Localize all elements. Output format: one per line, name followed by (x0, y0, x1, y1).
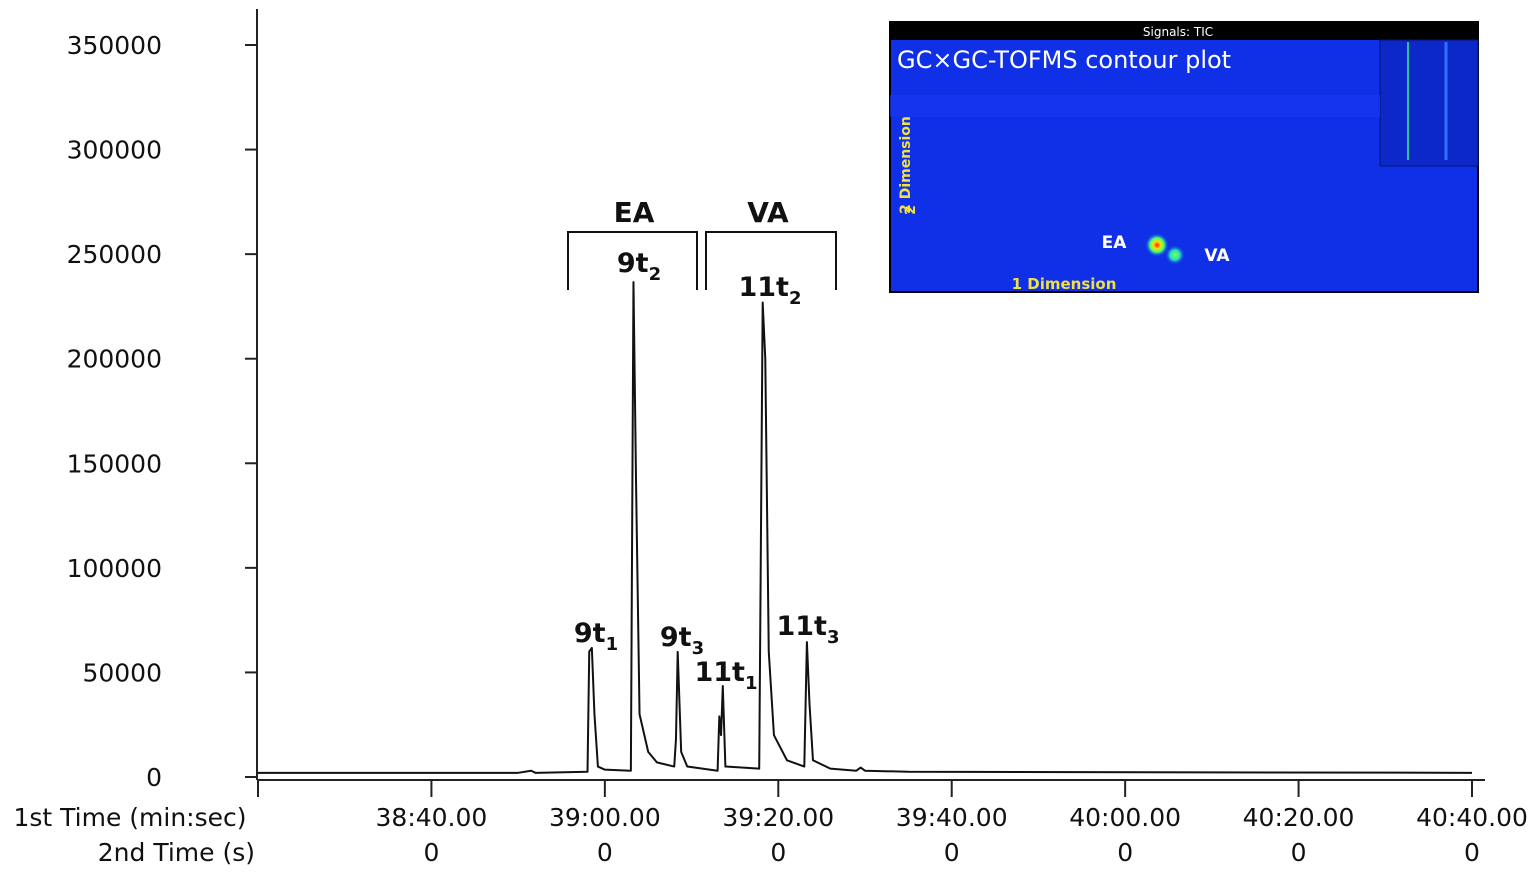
y-tick-label: 150000 (67, 449, 162, 478)
inset-title: GC×GC-TOFMS contour plot (897, 46, 1231, 74)
x2-tick-label: 0 (597, 838, 613, 867)
peak-label-text: 9t (660, 622, 692, 653)
trace (258, 281, 1473, 774)
inset-header-bar (890, 22, 1478, 40)
peak-label-text: 11t (776, 611, 827, 642)
x-tick-label: 40:20.00 (1243, 803, 1355, 832)
x2-tick-label: 0 (1117, 838, 1133, 867)
group-label: EA (614, 196, 655, 229)
peak-label-subscript: 2 (789, 288, 802, 309)
bracket-va (705, 231, 837, 290)
x-tick-label: 39:20.00 (722, 803, 834, 832)
group-label: VA (747, 196, 789, 229)
peak-label-subscript: 1 (745, 673, 758, 694)
y-tick-label: 350000 (67, 31, 162, 60)
inset-spot-label: VA (1204, 246, 1230, 266)
inset-wrap-region (1379, 39, 1479, 167)
x-tick-label: 39:40.00 (896, 803, 1008, 832)
x-tick-label: 40:40.00 (1416, 803, 1528, 832)
x-tick-label: 39:00.00 (549, 803, 661, 832)
x2-tick-label: 0 (1464, 838, 1480, 867)
peak-label: 11t2 (738, 272, 801, 309)
x-tick-label: 38:40.00 (376, 803, 488, 832)
y-tick-label: 250000 (67, 240, 162, 269)
peak-label-subscript: 2 (649, 264, 662, 285)
x2-tick-label: 0 (944, 838, 960, 867)
inset-spot-label: EA (1102, 233, 1128, 253)
peak-label: 9t2 (617, 248, 661, 285)
y-tick-label: 50000 (82, 658, 162, 687)
y-tick-label: 100000 (67, 554, 162, 583)
inset-x-label: 1 Dimension (1012, 275, 1117, 293)
y-tick-label: 200000 (67, 345, 162, 374)
inset: Signals: TIC GC×GC-TOFMS contour plot 2 … (889, 21, 1479, 293)
peak-label-text: 11t (738, 272, 789, 303)
peak-label-subscript: 1 (606, 634, 619, 655)
peak-label-text: 11t (694, 657, 745, 688)
bracket-ea (567, 231, 698, 290)
peak-label: 11t1 (694, 657, 757, 694)
inset-header: Signals: TIC (1143, 25, 1213, 39)
inset-y-tick: 2 (903, 205, 919, 215)
peak-label-text: 9t (617, 248, 649, 279)
x-axis-label: 1st Time (min:sec) (13, 803, 246, 832)
x-tick-label: 40:00.00 (1069, 803, 1181, 832)
x2-tick-label: 0 (423, 838, 439, 867)
peak-label-subscript: 3 (827, 627, 840, 648)
inset-y-label: 2 Dimension (898, 116, 914, 214)
x2-axis-label: 2nd Time (s) (98, 838, 255, 867)
y-tick-label: 300000 (67, 136, 162, 165)
peak-label-text: 9t (574, 618, 606, 649)
y-tick-label: 0 (146, 763, 162, 792)
peak-label: 11t3 (776, 611, 839, 648)
peak-label: 9t3 (660, 622, 704, 659)
inset-spot (1165, 245, 1185, 265)
x2-tick-label: 0 (1291, 838, 1307, 867)
peak-label-subscript: 3 (692, 638, 705, 659)
peak-label: 9t1 (574, 618, 618, 655)
inset-band (890, 95, 1380, 117)
inset-spot (1145, 233, 1169, 257)
x2-tick-label: 0 (770, 838, 786, 867)
